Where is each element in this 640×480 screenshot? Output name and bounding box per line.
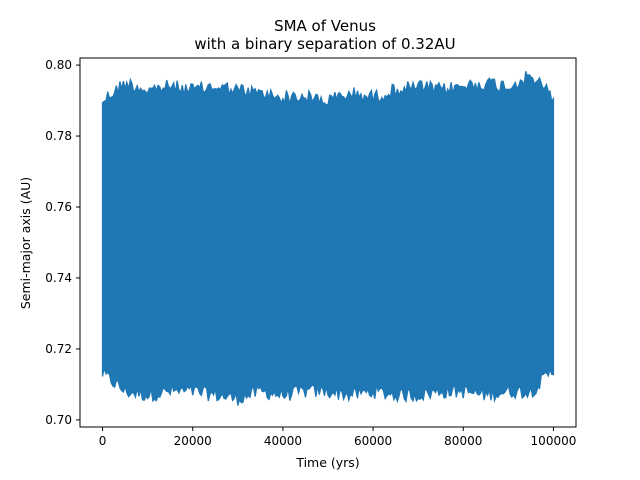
x-tick-label: 60000 <box>354 434 392 448</box>
y-axis-label: Semi-major axis (AU) <box>18 177 33 309</box>
x-tick-label: 80000 <box>444 434 482 448</box>
axes: 0 20000 40000 60000 80000 100000 0.70 0.72 0.74 0… <box>45 57 577 448</box>
x-axis-label: Time (yrs) <box>295 455 359 470</box>
y-tick-label: 0.70 <box>45 413 72 427</box>
x-tick-label: 0 <box>99 434 107 448</box>
axes-frame <box>79 57 577 428</box>
x-tick-label: 20000 <box>174 434 212 448</box>
y-tick-label: 0.74 <box>45 271 72 285</box>
x-tick-label: 40000 <box>264 434 302 448</box>
chart-title: SMA of Venus <box>274 17 376 35</box>
y-tick-label: 0.78 <box>45 129 72 143</box>
series-0-band <box>101 70 555 406</box>
x-tick-label: 100000 <box>531 434 577 448</box>
plot-area <box>101 70 555 406</box>
y-tick-label: 0.80 <box>45 58 72 72</box>
y-tick-label: 0.76 <box>45 200 72 214</box>
chart-subtitle: with a binary separation of 0.32AU <box>194 35 455 53</box>
y-tick-label: 0.72 <box>45 342 72 356</box>
